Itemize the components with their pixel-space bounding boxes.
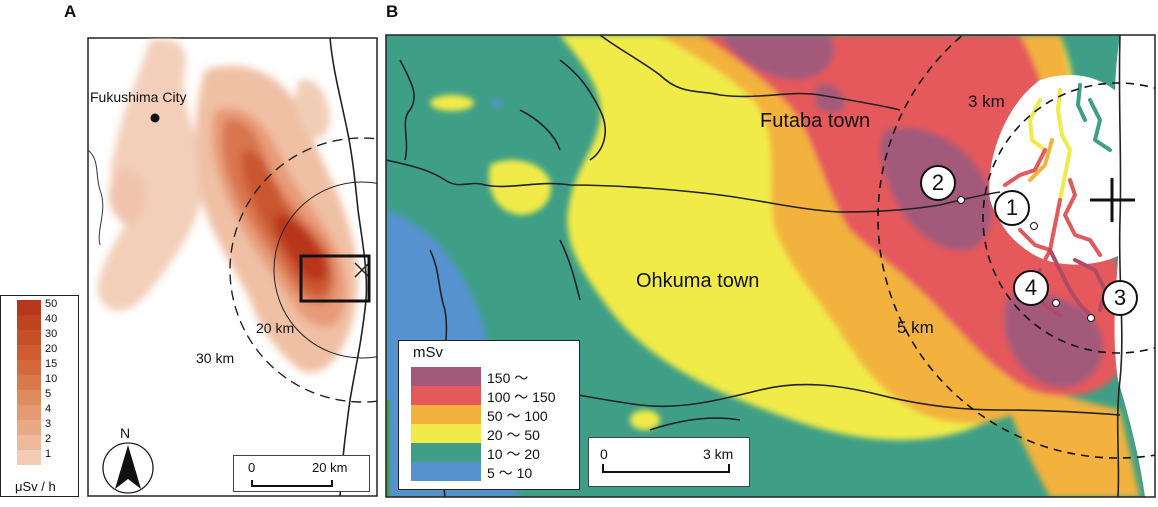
- site-dot-3: [1087, 314, 1095, 322]
- legend-a-swatch: [17, 345, 41, 360]
- legend-a-swatch: [17, 330, 41, 345]
- legend-a-swatch: [17, 360, 41, 375]
- legend-a-value: 30: [45, 328, 58, 340]
- legend-a-entry: 20: [17, 343, 57, 360]
- legend-b: mSv 150 ～ 100 ～ 150 50 ～ 100 20 ～ 50 10 ～ 20…: [398, 340, 580, 490]
- scalebar-a-bar: [251, 480, 333, 487]
- north-arrow: N: [101, 425, 157, 497]
- legend-a-swatch: [17, 450, 41, 465]
- legend-b-label: 100 ～ 150: [487, 389, 556, 405]
- fukushima-city-marker: [150, 113, 160, 123]
- legend-a-swatch: [17, 375, 41, 390]
- legend-b-label: 150 ～: [487, 370, 529, 386]
- legend-b-label: 5 ～ 10: [487, 465, 533, 481]
- legend-a-entry: 3: [17, 418, 52, 435]
- town-label-ohkuma: Ohkuma town: [636, 270, 760, 292]
- ring-label-3km: 3 km: [968, 92, 1005, 111]
- legend-a-value: 10: [45, 373, 58, 385]
- north-label: N: [120, 425, 131, 441]
- legend-a-swatch: [17, 315, 41, 330]
- scalebar-b-end: 3 km: [703, 446, 734, 462]
- site-marker-3-label: 3: [1113, 285, 1127, 310]
- ring-label-20km: 20 km: [256, 320, 295, 336]
- legend-a-entry: 1: [17, 448, 52, 465]
- legend-a-swatch: [17, 300, 41, 315]
- panel-b-map: [385, 34, 1156, 498]
- legend-b-entry: 5 ～ 10: [411, 462, 576, 481]
- legend-a-entry: 50: [17, 298, 57, 315]
- legend-b-label: 50 ～ 100: [487, 408, 548, 424]
- legend-a-value: 20: [45, 343, 58, 355]
- legend-a-value: 4: [45, 403, 52, 415]
- legend-b-swatch: [411, 462, 481, 481]
- legend-b-swatch: [411, 367, 481, 386]
- legend-a-colorbar: 50 40 30 20 15 10 5 4 3 2 1: [17, 298, 57, 465]
- legend-b-entry: 150 ～: [411, 367, 576, 386]
- legend-a-entry: 4: [17, 403, 52, 420]
- legend-a-swatch: [17, 420, 41, 435]
- legend-b-swatch: [411, 386, 481, 405]
- legend-b-label: 10 ～ 20: [487, 446, 540, 462]
- panel-b-label: B: [386, 2, 399, 21]
- scalebar-b: 0 3 km: [588, 437, 750, 487]
- site-marker-3: 3: [1102, 280, 1138, 316]
- legend-a-unit: μSv / h: [15, 479, 56, 494]
- legend-b-entry: 50 ～ 100: [411, 405, 576, 424]
- legend-a-entry: 2: [17, 433, 52, 450]
- site-marker-4: 4: [1013, 270, 1049, 306]
- legend-a-value: 2: [45, 433, 52, 445]
- legend-b-entry: 20 ～ 50: [411, 424, 576, 443]
- scalebar-b-bar: [602, 464, 730, 473]
- site-marker-2: 2: [920, 165, 956, 201]
- legend-a: 50 40 30 20 15 10 5 4 3 2 1 μSv / h: [0, 295, 79, 497]
- panel-a-label: A: [64, 2, 77, 21]
- site-dot-2: [957, 196, 965, 204]
- legend-b-swatch: [411, 424, 481, 443]
- scalebar-a-end: 20 km: [312, 460, 348, 475]
- legend-a-value: 40: [45, 313, 58, 325]
- ring-label-5km: 5 km: [897, 318, 934, 337]
- legend-a-value: 3: [45, 418, 52, 430]
- legend-a-value: 15: [45, 358, 58, 370]
- legend-a-value: 50: [45, 298, 58, 310]
- legend-b-swatch: [411, 443, 481, 462]
- north-arrow-icon: [102, 442, 154, 494]
- ring-label-30km: 30 km: [196, 350, 235, 366]
- site-marker-1: 1: [994, 190, 1030, 226]
- fukushima-city-label: Fukushima City: [90, 89, 187, 105]
- legend-b-entry: 100 ～ 150: [411, 386, 576, 405]
- legend-a-entry: 40: [17, 313, 57, 330]
- legend-b-swatch: [411, 405, 481, 424]
- legend-a-swatch: [17, 435, 41, 450]
- legend-b-label: 20 ～ 50: [487, 427, 540, 443]
- panel-a-map: [87, 37, 378, 497]
- legend-a-value: 1: [45, 448, 52, 460]
- site-marker-4-label: 4: [1024, 275, 1038, 300]
- legend-a-value: 5: [45, 388, 52, 400]
- legend-a-swatch: [17, 390, 41, 405]
- scalebar-a: 0 20 km: [233, 455, 370, 492]
- legend-b-title: mSv: [413, 344, 443, 361]
- legend-a-swatch: [17, 405, 41, 420]
- site-dot-1: [1030, 222, 1038, 230]
- legend-b-entries: 150 ～ 100 ～ 150 50 ～ 100 20 ～ 50 10 ～ 20 5 ～ …: [411, 367, 576, 481]
- legend-a-entry: 5: [17, 388, 52, 405]
- site-marker-2-label: 2: [931, 170, 945, 195]
- legend-b-entry: 10 ～ 20: [411, 443, 576, 462]
- site-dot-4: [1052, 299, 1060, 307]
- legend-a-entry: 15: [17, 358, 57, 375]
- town-label-futaba: Futaba town: [760, 110, 871, 132]
- scalebar-a-start: 0: [248, 460, 256, 475]
- legend-a-entry: 30: [17, 328, 57, 345]
- site-marker-1-label: 1: [1005, 195, 1019, 220]
- scalebar-b-start: 0: [600, 446, 608, 462]
- legend-a-entry: 10: [17, 373, 57, 390]
